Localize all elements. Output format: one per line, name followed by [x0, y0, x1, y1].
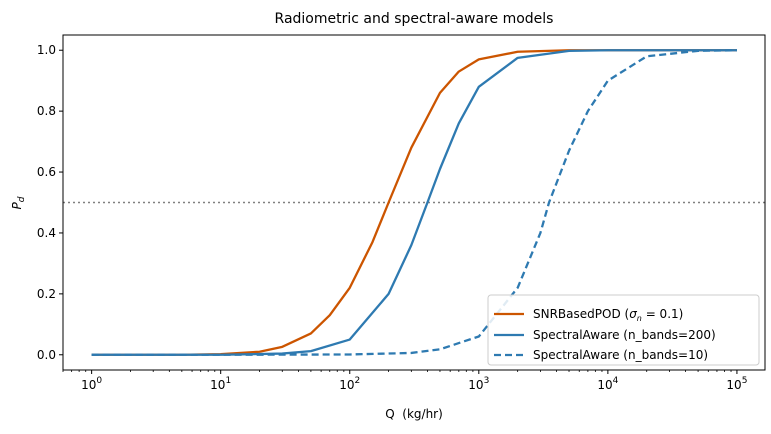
y-tick-label: 0.8 — [37, 104, 56, 118]
y-axis-label: Pd — [10, 196, 27, 209]
x-tick-label: 103 — [468, 376, 489, 392]
y-axis: 0.0 0.2 0.4 0.6 0.8 1.0 — [37, 43, 63, 362]
x-tick-label: 105 — [726, 376, 747, 392]
legend-label-2: SpectralAware (n_bands=200) — [533, 328, 716, 342]
y-axis-label-main: P — [10, 201, 24, 209]
legend-label-3: SpectralAware (n_bands=10) — [533, 348, 708, 362]
plot-frame — [62, 34, 766, 371]
x-axis: 100 101 102 103 104 105 — [62, 370, 747, 392]
legend-box — [487, 294, 760, 366]
series-line-3 — [91, 49, 737, 356]
y-tick-label: 1.0 — [37, 43, 56, 57]
y-tick-label: 0.6 — [37, 165, 56, 179]
x-tick-label: 100 — [81, 376, 102, 392]
y-tick-label: 0.0 — [37, 348, 56, 362]
x-axis-label: Q (kg/hr) — [385, 407, 443, 421]
chart-title: Radiometric and spectral-aware models — [275, 11, 554, 27]
plot-area — [63, 49, 765, 356]
x-tick-label: 101 — [210, 376, 231, 392]
x-tick-label: 102 — [339, 376, 360, 392]
y-tick-label: 0.2 — [37, 287, 56, 301]
x-tick-label: 104 — [597, 376, 618, 392]
y-tick-label: 0.4 — [37, 226, 56, 240]
legend-label-1: SNRBasedPOD (σn = 0.1) — [533, 307, 683, 323]
legend: SNRBasedPOD (σn = 0.1) SpectralAware (n_b… — [487, 294, 760, 366]
y-axis-label-subscript: d — [17, 196, 27, 202]
